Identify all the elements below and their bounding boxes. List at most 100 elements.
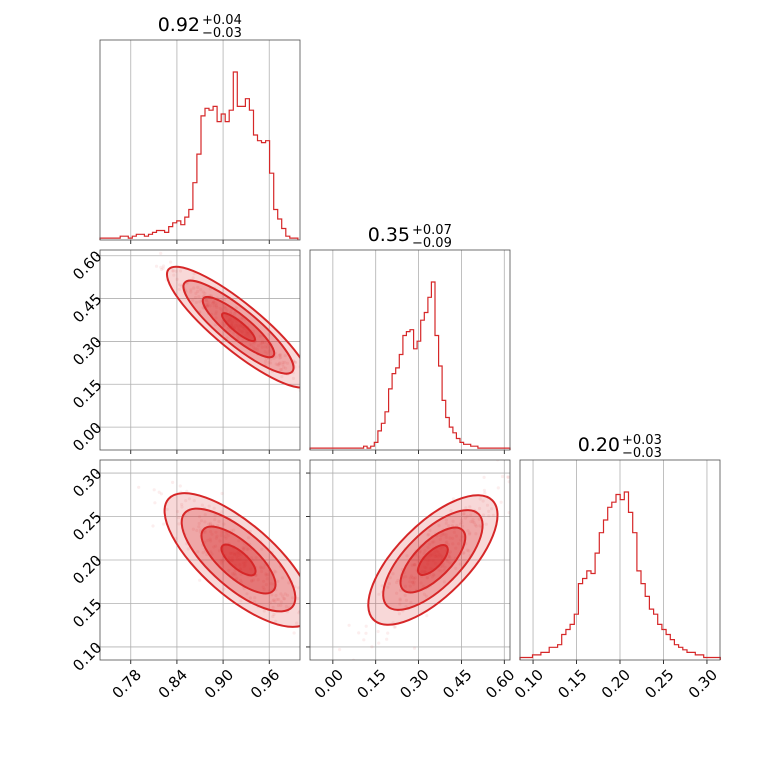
sample-point	[276, 603, 281, 608]
sample-point	[207, 504, 211, 508]
sample-point	[209, 550, 213, 554]
sample-point	[203, 513, 207, 517]
sample-point	[219, 560, 223, 564]
sample-point	[212, 545, 216, 549]
contour-line-2	[399, 526, 467, 594]
sample-point	[419, 581, 423, 585]
sample-point	[267, 332, 271, 336]
sample-point	[208, 304, 212, 308]
sample-point	[478, 497, 482, 501]
sample-point	[259, 565, 263, 569]
sample-point	[219, 533, 223, 538]
sample-point	[507, 480, 510, 484]
sample-point	[214, 530, 218, 534]
sample-point	[176, 509, 180, 514]
sample-point	[416, 554, 420, 558]
sample-point	[228, 329, 232, 333]
sample-point	[220, 561, 224, 566]
panel-frame	[99, 249, 301, 451]
sample-point	[398, 598, 402, 602]
sample-point	[274, 593, 278, 598]
sample-point	[472, 521, 476, 525]
sample-point	[301, 379, 304, 382]
sample-point	[197, 521, 201, 526]
sample-point	[305, 614, 308, 617]
sample-point	[271, 605, 275, 609]
sample-point	[212, 506, 216, 510]
sample-point	[203, 520, 207, 524]
sample-point	[205, 304, 209, 308]
scatter-panel-1-0	[96, 249, 308, 454]
sample-point	[262, 579, 266, 583]
sample-point	[263, 341, 267, 345]
param-2-plus: +0.03	[622, 433, 662, 448]
sample-point	[297, 586, 300, 590]
sample-point	[285, 593, 290, 597]
x-tick-label: 0.90	[201, 666, 237, 702]
sample-point	[232, 571, 237, 575]
sample-point	[432, 540, 436, 544]
sample-point	[275, 597, 279, 601]
sample-point	[274, 619, 278, 623]
sample-point	[203, 291, 207, 295]
sample-point	[386, 631, 390, 635]
sample-point	[532, 443, 535, 446]
sample-point	[169, 260, 173, 264]
sample-point	[267, 360, 271, 365]
sample-point	[338, 648, 342, 652]
sample-point	[280, 375, 284, 379]
sample-point	[446, 559, 450, 563]
sample-point	[232, 312, 236, 316]
sample-point	[499, 500, 503, 504]
hist-panel-1	[309, 249, 511, 454]
sample-point	[446, 554, 450, 559]
sample-point	[304, 378, 307, 381]
sample-point	[260, 341, 264, 345]
contour-fill-3	[222, 313, 255, 342]
sample-point	[481, 513, 486, 517]
sample-point	[460, 524, 464, 528]
sample-point	[194, 300, 198, 304]
sample-point	[260, 345, 264, 349]
sample-point	[404, 598, 408, 602]
sample-point	[426, 545, 430, 550]
sample-point	[411, 580, 415, 584]
x-tick-label: 0.78	[109, 666, 145, 702]
sample-point	[160, 267, 164, 272]
scatter-panel-2-0	[96, 459, 308, 664]
sample-point	[255, 348, 260, 352]
sample-point	[444, 521, 448, 525]
sample-point	[258, 334, 262, 338]
sample-point	[439, 569, 443, 573]
sample-point	[214, 536, 218, 540]
sample-point	[437, 568, 441, 572]
sample-point	[423, 549, 427, 553]
sample-point	[478, 506, 482, 511]
sample-point	[444, 535, 448, 540]
sample-point	[465, 548, 469, 552]
sample-point	[444, 518, 448, 522]
sample-point	[256, 344, 260, 348]
sample-point	[490, 507, 494, 511]
sample-point	[451, 497, 455, 501]
sample-point	[269, 357, 273, 361]
sample-point	[397, 612, 401, 616]
sample-point	[248, 596, 252, 600]
sample-point	[171, 480, 175, 484]
sample-point	[448, 561, 452, 565]
sample-point	[428, 542, 432, 546]
sample-point	[261, 566, 265, 570]
sample-point	[235, 576, 239, 580]
sample-point	[422, 592, 426, 596]
sample-point	[220, 321, 224, 325]
sample-point	[403, 584, 408, 588]
sample-point	[283, 592, 287, 596]
sample-point	[259, 566, 263, 570]
sample-point	[376, 629, 380, 634]
sample-point	[478, 524, 482, 528]
sample-point	[287, 581, 291, 585]
sample-point	[458, 522, 463, 526]
sample-point	[225, 532, 229, 536]
sample-point	[305, 385, 308, 388]
